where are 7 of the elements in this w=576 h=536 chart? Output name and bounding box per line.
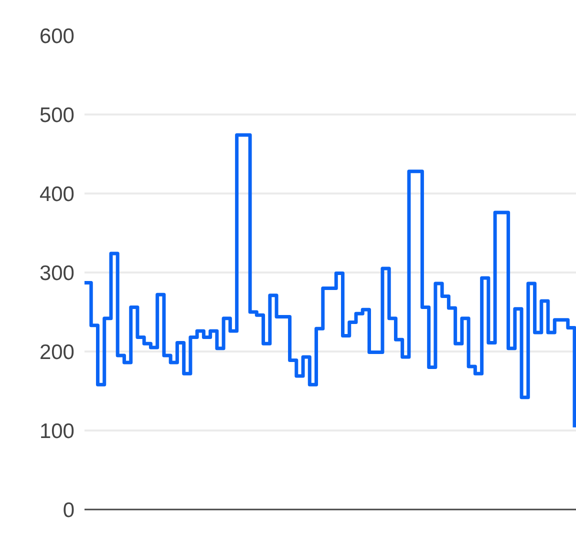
- y-tick-label: 500: [39, 104, 75, 127]
- y-tick-label: 0: [62, 499, 75, 522]
- y-tick-label: 300: [39, 262, 75, 285]
- y-tick-label: 200: [39, 341, 75, 364]
- y-tick-label: 400: [39, 183, 75, 206]
- y-tick-label: 100: [39, 420, 75, 443]
- y-tick-label: 600: [39, 25, 75, 48]
